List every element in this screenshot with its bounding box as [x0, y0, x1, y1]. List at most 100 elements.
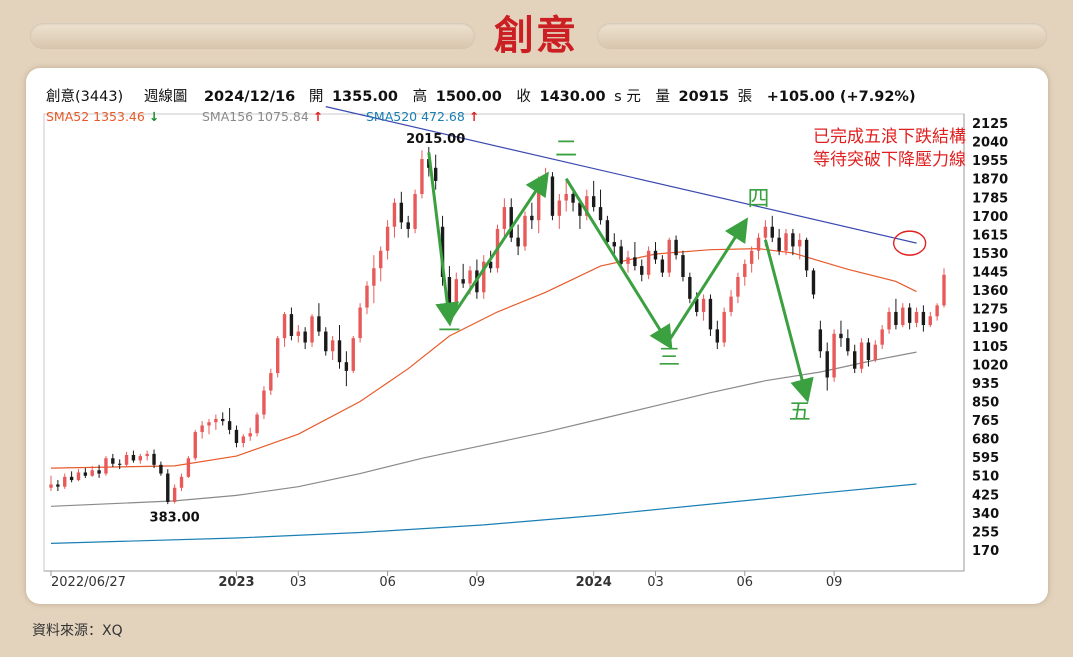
candle-body [454, 279, 458, 306]
sma156-label: SMA156 1075.84 [202, 109, 309, 124]
close-label: 收 [516, 88, 531, 105]
y-tick-label: 1870 [972, 173, 1008, 188]
candle [585, 189, 589, 221]
candle-body [186, 458, 191, 477]
x-tick-label: 09 [826, 575, 843, 590]
candle-body [227, 421, 232, 430]
candle-body [846, 338, 850, 352]
sma52-legend: SMA52 1353.46 ↓ [46, 109, 159, 124]
candle [708, 294, 713, 336]
candle-body [83, 472, 88, 476]
candle-body [605, 220, 610, 243]
candle [557, 193, 562, 229]
y-axis-ticks: 2125 2040 1955 1870 1785 1700 1615 1530 1445 1360… [972, 117, 1008, 559]
candle-body [482, 261, 486, 293]
candle [124, 451, 129, 468]
candle-body [722, 311, 726, 343]
candle-body [612, 242, 616, 247]
candle-body [708, 298, 713, 330]
candle [894, 298, 898, 330]
candle [131, 450, 136, 463]
candle [646, 246, 651, 280]
candle-body [317, 316, 321, 332]
candle-body [798, 239, 802, 247]
candle [516, 224, 520, 256]
candle [241, 434, 246, 448]
candle [186, 456, 191, 478]
candle-body [255, 414, 259, 434]
candle-body [873, 344, 878, 360]
high-value: 1500.00 [436, 89, 502, 105]
candle [248, 427, 252, 441]
x-tick-label: 09 [469, 575, 486, 590]
candle-body [310, 316, 314, 343]
candle-body [935, 305, 939, 317]
candle [523, 211, 527, 251]
chart-period: 週線圖 [144, 88, 188, 105]
candle [502, 198, 507, 238]
wave-arrow [667, 217, 749, 342]
candle-body [337, 340, 342, 363]
candle [688, 272, 692, 304]
candle-body [901, 307, 905, 326]
x-axis-ticks: 2022/06/27 2023 03 06 09 2024 03 06 09 [50, 571, 843, 590]
candle-body [111, 458, 115, 464]
y-tick-label: 2125 [972, 117, 1008, 132]
candle-body [193, 432, 197, 459]
wave-arrow [763, 239, 814, 403]
candle-body [420, 159, 424, 194]
volume-unit: 張 [738, 89, 753, 105]
candle-body [770, 226, 774, 238]
candle [653, 242, 658, 264]
candle [200, 421, 204, 439]
candle [104, 456, 108, 476]
candle [145, 450, 149, 461]
close-suffix: s 元 [614, 89, 641, 105]
candle-body [97, 470, 101, 474]
candle-body [145, 453, 149, 457]
candle-body [660, 259, 665, 273]
sma520-arrow: ↑ [469, 109, 479, 124]
candle [193, 429, 197, 461]
candle-body [640, 266, 644, 275]
candle [310, 314, 314, 347]
candle-body [90, 470, 94, 476]
candle-body [214, 418, 218, 423]
y-tick-label: 2040 [972, 136, 1008, 151]
banner-title: 創意 [494, 13, 578, 59]
candle [873, 340, 878, 363]
candle-body [928, 316, 932, 326]
candle-body [248, 433, 252, 437]
candle [289, 307, 294, 341]
banner-bar-left [30, 23, 475, 49]
candle-body [138, 456, 142, 461]
candle [63, 473, 67, 489]
candle-body [159, 464, 163, 474]
candle-body [76, 472, 81, 481]
candle-body [537, 180, 541, 221]
candle-body [674, 239, 678, 256]
y-tick-label: 935 [972, 377, 999, 392]
sma156-legend: SMA156 1075.84 ↑ [202, 109, 323, 124]
y-tick-label: 340 [972, 507, 999, 522]
candle-body [784, 233, 788, 251]
candle-body [688, 276, 692, 299]
header-line: 創意(3443) 週線圖 2024/12/16 開 1355.00 高 1500… [46, 87, 916, 105]
candle-body [207, 422, 211, 426]
candle [530, 202, 534, 229]
open-value: 1355.00 [332, 89, 398, 105]
candle [97, 464, 101, 478]
candle [550, 172, 555, 221]
y-tick-label: 1955 [972, 154, 1008, 169]
label-layer: 2015.00 383.00 一 二三 四五 [150, 132, 927, 525]
candle-body [509, 207, 513, 238]
candle [221, 412, 225, 426]
candle-body [859, 342, 864, 369]
candle [777, 228, 781, 256]
candle-body [681, 255, 685, 277]
candle [626, 250, 630, 273]
candle-body [695, 298, 699, 312]
breakout-highlight-circle [892, 230, 927, 256]
trendline-layer [325, 106, 917, 244]
candle-body [289, 314, 294, 336]
